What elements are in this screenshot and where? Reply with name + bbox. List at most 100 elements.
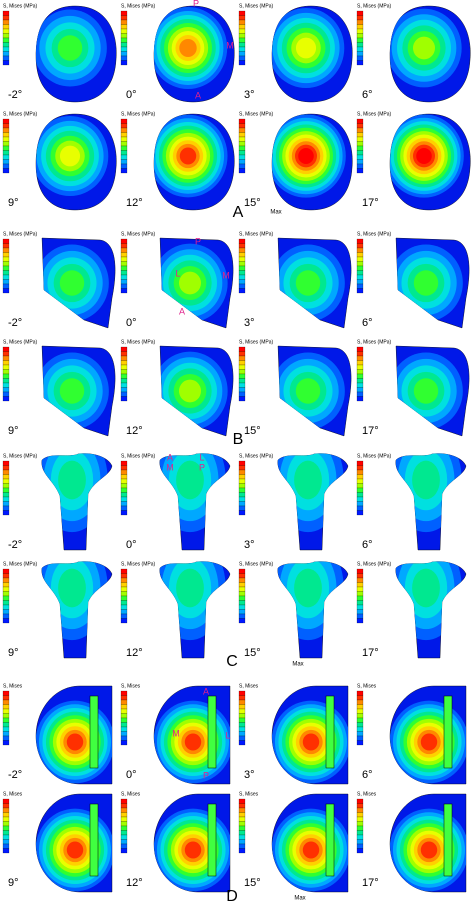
legend-swatch [120,465,128,471]
legend-swatch [356,346,364,352]
legend-swatch [120,252,128,258]
legend-swatch [238,830,246,836]
legend-swatch [356,19,364,25]
legend-swatch [356,387,364,393]
legend-swatch [2,613,10,619]
legend-swatch [238,740,246,746]
legend-swatch [238,803,246,809]
legend-swatch [120,740,128,746]
legend-swatch [2,37,10,43]
legend-swatch [356,369,364,375]
legend-swatch [2,798,10,804]
legend-header: S, Mises (MPa) [3,231,38,237]
legend-swatch [356,460,364,466]
annotation: P [203,770,209,780]
annotation: Max [292,662,303,668]
legend-swatch [238,717,246,723]
legend-swatch [238,391,246,397]
legend-swatch [238,247,246,253]
legend-swatch [2,839,10,845]
legend-swatch [356,577,364,583]
legend-swatch [2,834,10,840]
annotation: A [195,90,201,100]
legend-swatch [356,391,364,397]
legend-swatch [2,726,10,732]
stress-contour [302,841,320,859]
stress-contour [58,460,86,500]
legend-swatch [120,24,128,30]
legend-swatch [120,816,128,822]
implant [443,695,453,769]
stress-field [42,352,109,430]
implant [89,803,99,877]
legend-swatch [238,848,246,854]
stress-field [154,114,228,198]
legend-swatch [2,492,10,498]
legend-swatch [120,288,128,294]
angle-label: 9° [8,197,19,209]
legend-swatch [356,465,364,471]
legend-swatch [356,274,364,280]
legend-swatch [2,595,10,601]
legend-swatch [120,618,128,624]
legend-swatch [356,731,364,737]
legend-header: S, Mises (MPa) [239,231,274,237]
legend-swatch [2,15,10,21]
contour-plot: S, Mises (MPa) -2° [2,231,116,329]
legend-swatch [356,582,364,588]
legend-swatch [120,591,128,597]
legend-swatch [238,600,246,606]
stress-field [390,8,462,88]
stress-field [396,244,463,322]
annotation: L [175,268,180,278]
legend-swatch [356,586,364,592]
legend-swatch [356,834,364,840]
legend-swatch [238,699,246,705]
legend-swatch [120,483,128,489]
angle-label: 6° [362,769,373,781]
legend-swatch [120,843,128,849]
legend-swatch [356,132,364,138]
legend-swatch [356,238,364,244]
legend-swatch [238,270,246,276]
legend-swatch [2,351,10,357]
legend-swatch [2,474,10,480]
stress-field [36,700,112,784]
legend-swatch [356,28,364,34]
legend-header: S, Mises [357,683,377,689]
contour-plot: S, Mises 9° [2,791,113,893]
legend-swatch [2,704,10,710]
stress-field [390,114,464,198]
legend-swatch [238,618,246,624]
legend-swatch [238,735,246,741]
legend-swatch [356,713,364,719]
legend-swatch [120,396,128,402]
contour-plot: S, Mises (MPa) 0° P M A [120,0,235,103]
legend-swatch [356,351,364,357]
annotation: M [226,40,234,50]
legend-swatch [356,378,364,384]
legend-swatch [120,270,128,276]
legend-swatch [2,19,10,25]
legend-swatch [2,24,10,30]
legend-swatch [120,474,128,480]
legend-swatch [120,10,128,16]
stress-field [159,561,226,641]
stress-contour [57,35,83,61]
legend-swatch [120,803,128,809]
legend-swatch [120,798,128,804]
legend-swatch [238,150,246,156]
legend-swatch [238,274,246,280]
legend-swatch [2,460,10,466]
legend-swatch [356,279,364,285]
stress-contour [59,270,85,296]
angle-label: 0° [126,89,137,101]
legend-swatch [120,261,128,267]
legend-swatch [356,33,364,39]
legend-swatch [2,478,10,484]
legend-swatch [120,460,128,466]
legend-swatch [238,825,246,831]
stress-contour [179,39,197,57]
legend-header: S, Mises (MPa) [357,561,392,567]
legend-swatch [120,163,128,169]
